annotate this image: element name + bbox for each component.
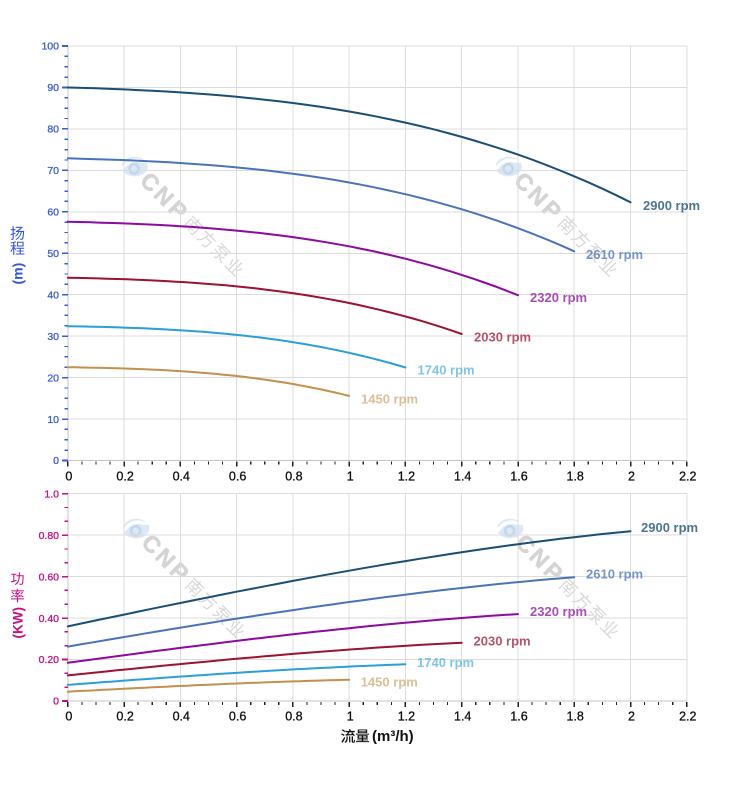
- svg-text:0.6: 0.6: [229, 470, 246, 484]
- svg-text:2900 rpm: 2900 rpm: [643, 198, 700, 213]
- svg-text:0.4: 0.4: [173, 710, 190, 724]
- svg-text:2.2: 2.2: [679, 710, 696, 724]
- svg-text:0.40: 0.40: [39, 613, 60, 625]
- svg-text:1.6: 1.6: [510, 470, 527, 484]
- svg-text:0: 0: [53, 696, 59, 708]
- svg-text:1.4: 1.4: [454, 470, 471, 484]
- svg-text:1450 rpm: 1450 rpm: [361, 392, 418, 407]
- svg-text:1.6: 1.6: [510, 710, 527, 724]
- svg-text:0.2: 0.2: [116, 710, 133, 724]
- svg-text:1.2: 1.2: [398, 470, 415, 484]
- svg-text:2030 rpm: 2030 rpm: [474, 330, 531, 345]
- svg-text:2900 rpm: 2900 rpm: [641, 520, 698, 535]
- svg-text:1.2: 1.2: [398, 710, 415, 724]
- svg-text:0.2: 0.2: [116, 470, 133, 484]
- svg-text:(m³/h): (m³/h): [372, 728, 414, 745]
- svg-text:80: 80: [47, 124, 59, 136]
- svg-text:1740 rpm: 1740 rpm: [417, 655, 474, 670]
- svg-text:1.4: 1.4: [454, 710, 471, 724]
- svg-text:10: 10: [47, 414, 59, 426]
- svg-text:1.8: 1.8: [567, 470, 584, 484]
- svg-text:1: 1: [347, 710, 354, 724]
- svg-text:0: 0: [65, 710, 72, 724]
- svg-text:0.20: 0.20: [39, 654, 60, 666]
- svg-text:2030 rpm: 2030 rpm: [474, 634, 531, 649]
- svg-text:1.8: 1.8: [567, 710, 584, 724]
- svg-text:70: 70: [47, 165, 59, 177]
- svg-text:30: 30: [47, 331, 59, 343]
- svg-text:1740 rpm: 1740 rpm: [418, 363, 475, 378]
- svg-text:60: 60: [47, 207, 59, 219]
- svg-text:0.4: 0.4: [173, 470, 190, 484]
- svg-text:0: 0: [65, 470, 72, 484]
- svg-text:50: 50: [47, 248, 59, 260]
- svg-text:0.8: 0.8: [285, 710, 302, 724]
- svg-text:90: 90: [47, 82, 59, 94]
- svg-text:1: 1: [347, 470, 354, 484]
- svg-text:2320 rpm: 2320 rpm: [530, 604, 587, 619]
- svg-text:2: 2: [628, 470, 635, 484]
- svg-text:2: 2: [628, 710, 635, 724]
- svg-text:0.6: 0.6: [229, 710, 246, 724]
- svg-text:100: 100: [41, 41, 59, 53]
- svg-text:2610 rpm: 2610 rpm: [586, 567, 643, 582]
- svg-text:2320 rpm: 2320 rpm: [530, 290, 587, 305]
- svg-text:0.60: 0.60: [39, 571, 60, 583]
- svg-text:0: 0: [53, 455, 59, 467]
- svg-text:2.2: 2.2: [679, 470, 696, 484]
- svg-text:40: 40: [47, 289, 59, 301]
- svg-text:(m): (m): [10, 263, 26, 285]
- svg-text:0.80: 0.80: [39, 530, 60, 542]
- svg-text:20: 20: [47, 372, 59, 384]
- svg-text:1450 rpm: 1450 rpm: [361, 675, 418, 690]
- svg-text:1.0: 1.0: [44, 488, 59, 500]
- svg-text:0.8: 0.8: [285, 470, 302, 484]
- svg-text:2610 rpm: 2610 rpm: [586, 247, 643, 262]
- svg-text:(KW): (KW): [11, 607, 26, 638]
